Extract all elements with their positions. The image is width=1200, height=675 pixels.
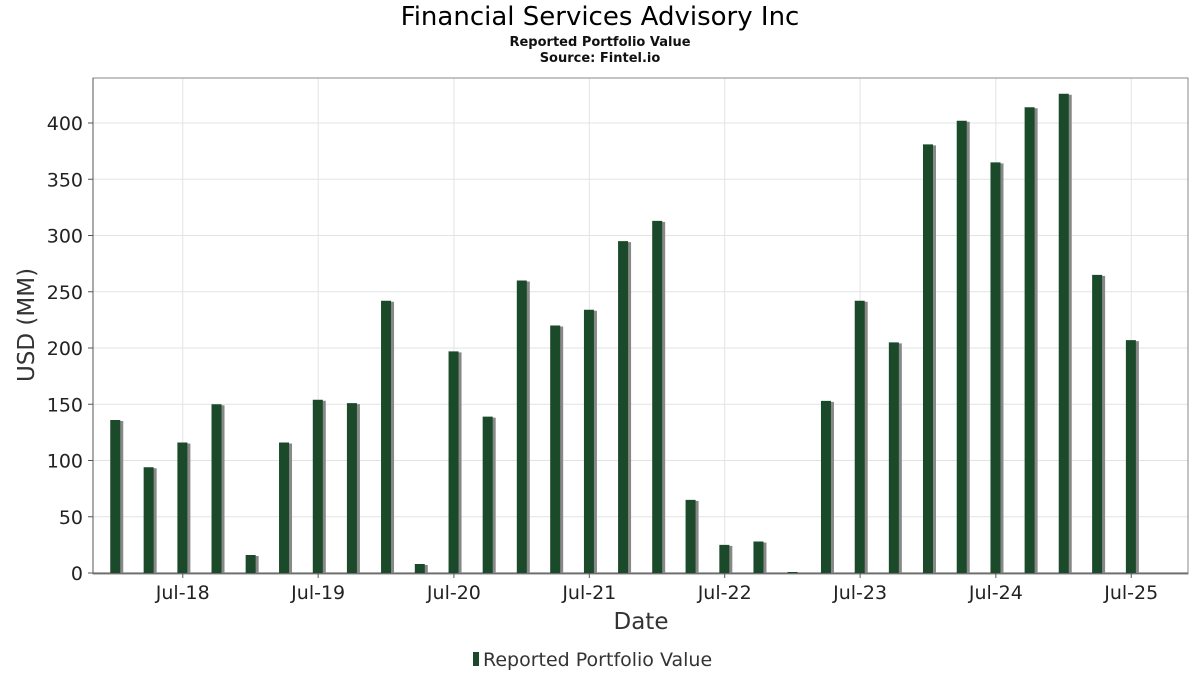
y-tick-label: 0 xyxy=(71,563,83,585)
bar xyxy=(1058,93,1072,573)
bar-fill xyxy=(1125,340,1136,573)
y-tick-label: 200 xyxy=(47,338,83,360)
y-tick-label: 150 xyxy=(47,394,83,416)
bar xyxy=(1125,340,1139,573)
bar-fill xyxy=(820,400,831,573)
bar-fill xyxy=(279,442,290,573)
bar xyxy=(346,403,360,573)
bar xyxy=(110,420,124,573)
bar xyxy=(177,442,191,573)
bar xyxy=(888,342,902,573)
bar xyxy=(618,241,632,573)
bar-fill xyxy=(482,416,493,573)
bar-fill xyxy=(448,351,459,573)
bar-fill xyxy=(753,541,764,573)
x-tick-label: Jul-25 xyxy=(1103,582,1158,604)
bar xyxy=(922,144,936,573)
legend-swatch xyxy=(473,652,479,666)
bar xyxy=(787,572,798,573)
bar-fill xyxy=(956,120,967,573)
bar-fill xyxy=(211,404,222,573)
bar-fill xyxy=(346,403,357,573)
y-tick-label: 100 xyxy=(47,451,83,473)
bar-fill xyxy=(1024,107,1035,573)
x-tick-label: Jul-24 xyxy=(968,582,1023,604)
bar-fill xyxy=(685,499,696,573)
bar xyxy=(583,309,597,573)
bar-fill xyxy=(143,467,154,573)
bar-fill xyxy=(652,220,663,573)
bars xyxy=(110,93,1139,573)
bar-fill xyxy=(990,162,1001,573)
bar xyxy=(482,416,496,573)
bar-fill xyxy=(245,555,256,573)
bar-fill xyxy=(381,300,392,573)
bar xyxy=(211,404,225,573)
y-tick-label: 400 xyxy=(47,113,83,135)
y-tick-label: 350 xyxy=(47,169,83,191)
bar-fill xyxy=(888,342,899,573)
bar xyxy=(753,541,767,573)
grid xyxy=(93,78,1188,573)
bar-fill xyxy=(1058,93,1069,573)
bar-fill xyxy=(719,544,730,573)
bar-fill xyxy=(414,564,425,573)
chart-subtitle: Reported Portfolio Value xyxy=(509,35,691,50)
legend: Reported Portfolio Value xyxy=(473,649,712,671)
x-tick-label: Jul-22 xyxy=(697,582,752,604)
bar xyxy=(990,162,1004,573)
bar-fill xyxy=(312,399,323,573)
bar xyxy=(516,280,530,573)
y-tick-label: 300 xyxy=(47,226,83,248)
chart-source: Source: Fintel.io xyxy=(539,51,661,66)
bar-fill xyxy=(550,325,561,573)
x-tick-label: Jul-23 xyxy=(832,582,887,604)
plot-frame xyxy=(92,77,1189,575)
bar-fill xyxy=(110,420,121,573)
bar-fill xyxy=(618,241,629,573)
bar xyxy=(1092,274,1106,573)
bar xyxy=(550,325,564,573)
bar xyxy=(854,300,868,573)
bar-fill xyxy=(516,280,527,573)
bar xyxy=(1024,107,1038,573)
bar-fill xyxy=(583,309,594,573)
bar xyxy=(312,399,326,573)
bar-fill xyxy=(787,572,798,573)
x-tick-label: Jul-19 xyxy=(290,582,345,604)
bar xyxy=(414,564,428,573)
bar xyxy=(143,467,157,573)
x-tick-label: Jul-18 xyxy=(155,582,210,604)
y-tick-label: 250 xyxy=(47,282,83,304)
bar xyxy=(652,220,666,573)
x-tick-labels: Jul-18 Jul-19 Jul-20 Jul-21 Jul-22 Jul-23 Jul-… xyxy=(155,573,1158,604)
bar-fill xyxy=(177,442,188,573)
bar xyxy=(381,300,395,573)
y-tick-label: 50 xyxy=(59,507,83,529)
bar-fill xyxy=(1092,274,1103,573)
bar xyxy=(820,400,834,573)
bar xyxy=(448,351,462,573)
y-axis-label: USD (MM) xyxy=(14,268,40,382)
bar xyxy=(685,499,699,573)
bar-fill xyxy=(854,300,865,573)
y-tick-labels: 0 50 100 150 200 250 300 350 400 xyxy=(47,113,93,585)
chart-title: Financial Services Advisory Inc xyxy=(400,2,800,32)
bar xyxy=(245,555,259,573)
legend-label: Reported Portfolio Value xyxy=(483,649,712,671)
x-tick-label: Jul-21 xyxy=(561,582,616,604)
bar xyxy=(279,442,293,573)
x-tick-label: Jul-20 xyxy=(426,582,481,604)
bar xyxy=(956,120,970,573)
bar xyxy=(719,544,733,573)
bar-fill xyxy=(922,144,933,573)
x-axis-label: Date xyxy=(614,609,669,635)
